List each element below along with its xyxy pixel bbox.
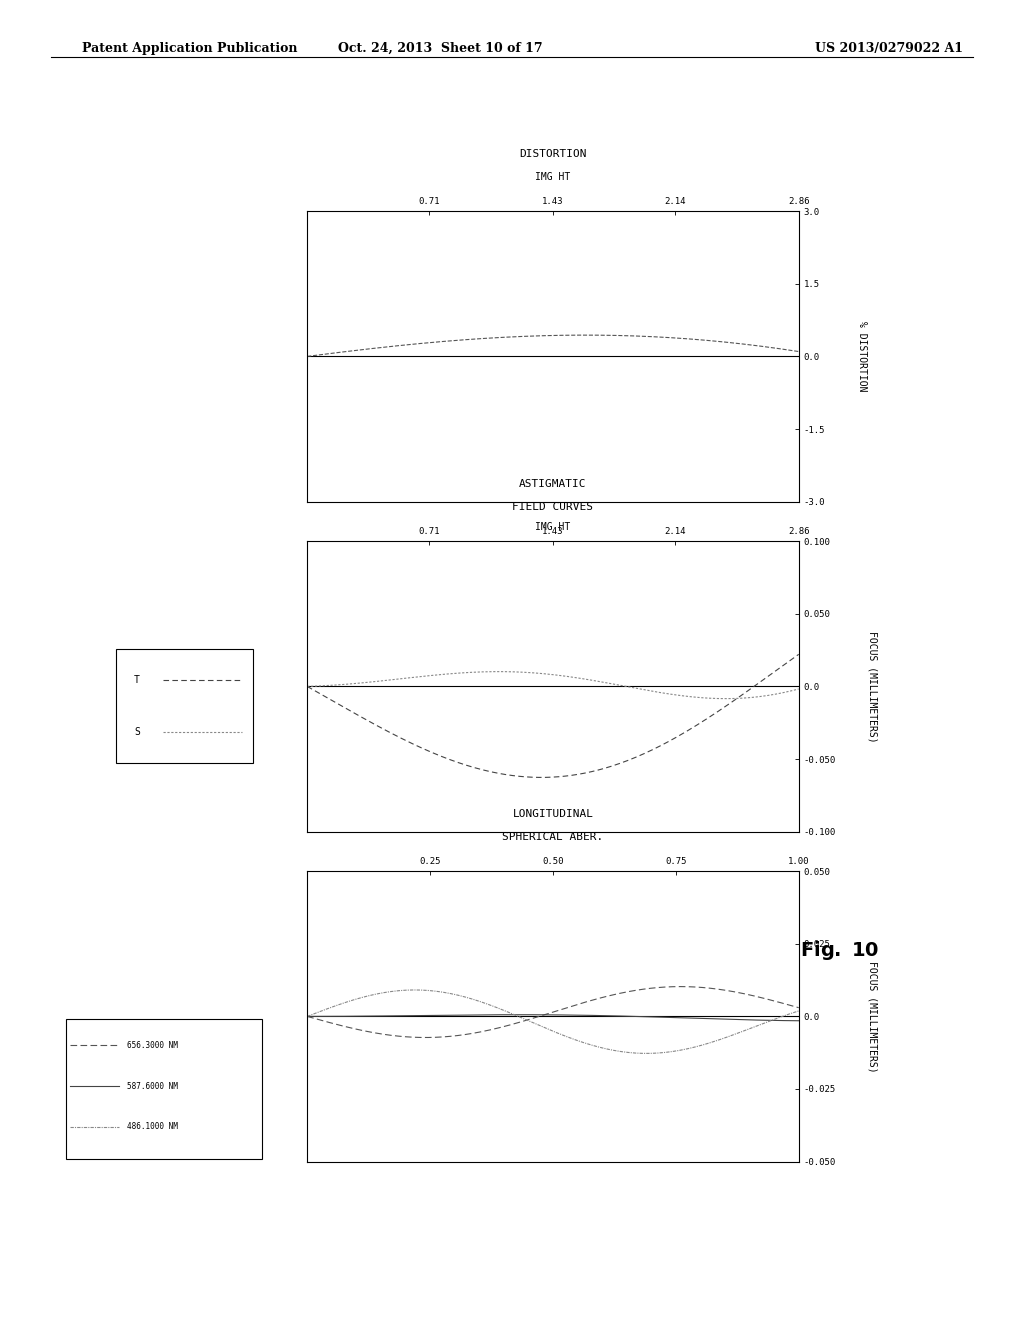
Y-axis label: FOCUS (MILLIMETERS): FOCUS (MILLIMETERS) <box>867 961 878 1072</box>
Text: Oct. 24, 2013  Sheet 10 of 17: Oct. 24, 2013 Sheet 10 of 17 <box>338 42 543 55</box>
Y-axis label: FOCUS (MILLIMETERS): FOCUS (MILLIMETERS) <box>867 631 878 742</box>
FancyBboxPatch shape <box>116 649 253 763</box>
Text: 587.6000 NM: 587.6000 NM <box>127 1081 178 1090</box>
Text: S: S <box>134 727 140 738</box>
Text: 486.1000 NM: 486.1000 NM <box>127 1122 178 1131</box>
Text: Patent Application Publication: Patent Application Publication <box>82 42 297 55</box>
Y-axis label: % DISTORTION: % DISTORTION <box>857 321 866 392</box>
Text: 656.3000 NM: 656.3000 NM <box>127 1041 178 1049</box>
FancyBboxPatch shape <box>66 1019 262 1159</box>
Text: US 2013/0279022 A1: US 2013/0279022 A1 <box>814 42 963 55</box>
Text: FIELD CURVES: FIELD CURVES <box>512 502 594 512</box>
Text: DISTORTION: DISTORTION <box>519 149 587 158</box>
Text: IMG HT: IMG HT <box>536 523 570 532</box>
Text: $\mathbf{Fig.}$ $\mathbf{10}$: $\mathbf{Fig.}$ $\mathbf{10}$ <box>800 939 880 962</box>
Text: ASTIGMATIC: ASTIGMATIC <box>519 479 587 488</box>
Text: IMG HT: IMG HT <box>536 172 570 182</box>
Text: LONGITUDINAL: LONGITUDINAL <box>512 809 594 818</box>
Text: SPHERICAL ABER.: SPHERICAL ABER. <box>503 832 603 842</box>
Text: T: T <box>134 675 140 685</box>
